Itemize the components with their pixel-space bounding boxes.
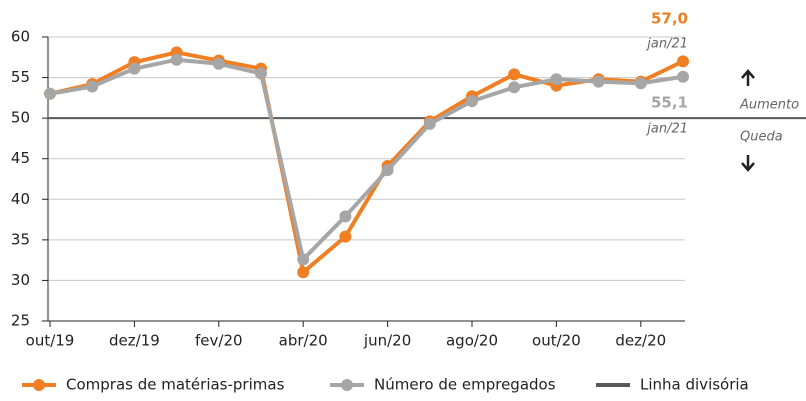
point bbox=[677, 70, 689, 83]
point bbox=[339, 230, 352, 243]
x-tick-label: out/20 bbox=[532, 332, 581, 350]
point bbox=[423, 117, 436, 130]
point bbox=[128, 62, 141, 75]
x-tick-label: jun/20 bbox=[363, 332, 411, 350]
x-tick-label: abr/20 bbox=[279, 332, 328, 350]
y-tick-label: 25 bbox=[11, 312, 30, 330]
legend-label: Compras de matérias-primas bbox=[66, 376, 285, 394]
x-tick-label: out/19 bbox=[26, 332, 75, 350]
y-tick-label: 50 bbox=[11, 109, 30, 127]
point bbox=[255, 67, 267, 80]
value-label: 55,1 bbox=[651, 94, 688, 112]
y-tick-label: 60 bbox=[11, 28, 30, 46]
point bbox=[212, 57, 225, 70]
legend-label: Linha divisória bbox=[640, 376, 749, 394]
x-tick-label: fev/20 bbox=[195, 332, 243, 350]
legend-marker bbox=[33, 379, 45, 391]
y-tick-label: 45 bbox=[11, 149, 30, 167]
y-tick-label: 30 bbox=[11, 271, 30, 289]
point bbox=[550, 73, 563, 86]
direction-arrows bbox=[741, 69, 755, 172]
annotation: jan/21 bbox=[645, 37, 688, 52]
annotation: jan/21 bbox=[645, 122, 688, 137]
annotation: Aumento bbox=[739, 98, 799, 113]
point bbox=[634, 77, 647, 90]
value-label: 57,0 bbox=[651, 10, 688, 28]
point bbox=[508, 81, 521, 94]
up-arrow bbox=[741, 69, 755, 86]
x-tick-label: dez/19 bbox=[109, 332, 160, 350]
point bbox=[86, 80, 99, 93]
point bbox=[592, 75, 605, 88]
annotation: Queda bbox=[740, 130, 783, 145]
series-line bbox=[49, 50, 684, 275]
legend-marker bbox=[341, 379, 353, 391]
point bbox=[339, 210, 352, 223]
y-tick-label: 40 bbox=[11, 190, 30, 208]
point bbox=[297, 253, 310, 266]
x-tick-label: ago/20 bbox=[446, 332, 498, 350]
point bbox=[508, 68, 521, 81]
point bbox=[466, 95, 478, 108]
series-line bbox=[49, 57, 684, 262]
point bbox=[381, 164, 394, 177]
legend-label: Número de empregados bbox=[374, 376, 556, 394]
y-tick-label: 55 bbox=[11, 68, 30, 86]
point bbox=[297, 266, 310, 279]
point bbox=[44, 87, 56, 100]
x-tick-label: dez/20 bbox=[615, 332, 666, 350]
point bbox=[170, 53, 183, 66]
point bbox=[677, 55, 689, 68]
down-arrow bbox=[741, 155, 755, 172]
y-tick-label: 35 bbox=[11, 230, 30, 248]
